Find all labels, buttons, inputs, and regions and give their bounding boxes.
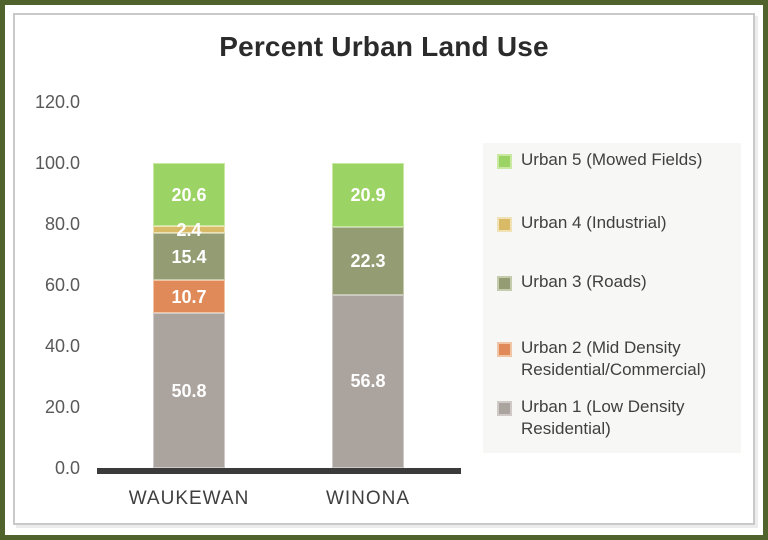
legend-item: Urban 3 (Roads): [497, 271, 729, 293]
legend-series-label: Urban 1 (Low Density Residential): [521, 397, 685, 438]
bar-segment: [153, 280, 225, 314]
bar-data-label: 56.8: [350, 371, 386, 392]
bar-data-label: 15.4: [171, 246, 207, 267]
x-axis-line: [97, 468, 461, 474]
bar-data-label: 22.3: [350, 250, 386, 271]
legend-item: Urban 2 (Mid Density Residential/Commerc…: [497, 337, 729, 381]
legend-item: Urban 4 (Industrial): [497, 212, 729, 234]
bar-segment: [332, 226, 404, 295]
legend-series-label: Urban 2 (Mid Density Residential/Commerc…: [521, 338, 707, 379]
legend-color-swatch: [497, 401, 512, 416]
bar-data-label: 20.9: [350, 184, 386, 205]
bar-segment: [332, 294, 404, 468]
legend-item: Urban 1 (Low Density Residential): [497, 396, 729, 440]
y-axis-tick-label: 120.0: [34, 92, 80, 112]
chart-legend: Urban 5 (Mowed Fields) Urban 4 (Industria…: [483, 143, 741, 453]
bar-segment: [332, 163, 404, 227]
bar-data-label: 2.4: [176, 219, 202, 240]
y-axis-tick-label: 80.0: [44, 214, 80, 234]
legend-series-label: Urban 5 (Mowed Fields): [521, 150, 703, 169]
legend-color-swatch: [497, 342, 512, 357]
legend-series-label: Urban 3 (Roads): [521, 272, 647, 291]
bar-segment: [153, 313, 225, 468]
legend-series-label: Urban 4 (Industrial): [521, 213, 667, 232]
bar-segment: [153, 163, 225, 227]
legend-color-swatch: [497, 154, 512, 169]
legend-color-swatch: [497, 217, 512, 232]
x-axis-category-label: WINONA: [325, 488, 411, 509]
y-axis-tick-label: 40.0: [44, 336, 80, 356]
bar-data-label: 10.7: [171, 286, 207, 307]
bar-data-label: 50.8: [171, 380, 207, 401]
x-axis-category-label: WAUKEWAN: [128, 488, 250, 509]
bar-segment: [153, 226, 225, 234]
y-axis-tick-label: 0.0: [54, 458, 80, 478]
legend-item: Urban 5 (Mowed Fields): [497, 149, 729, 171]
chart-title: Percent Urban Land Use: [219, 31, 549, 62]
y-axis-tick-label: 100.0: [34, 153, 80, 173]
bar-data-label: 20.6: [171, 184, 207, 205]
bar-segment: [153, 233, 225, 281]
legend-color-swatch: [497, 276, 512, 291]
y-axis-tick-label: 20.0: [44, 397, 80, 417]
y-axis-tick-label: 60.0: [44, 275, 80, 295]
